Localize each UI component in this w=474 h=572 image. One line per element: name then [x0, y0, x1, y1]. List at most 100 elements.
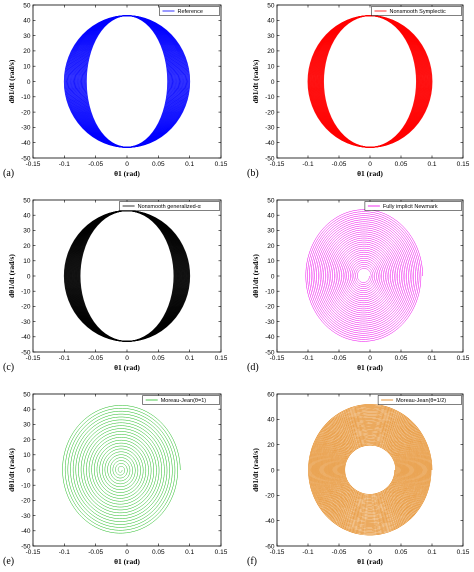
x-tick-label: -0.05 [332, 549, 347, 556]
y-tick-label: 10 [23, 258, 31, 265]
x-tick-label: 0 [368, 355, 372, 362]
y-tick-label: 40 [23, 213, 31, 220]
trajectory-spiral [62, 405, 181, 534]
x-tick-label: 0 [125, 549, 129, 556]
x-tick-label: -0.1 [302, 549, 314, 556]
x-tick-label: -0.05 [332, 161, 347, 168]
y-tick-label: -30 [21, 513, 31, 520]
x-tick-label: 0.05 [152, 161, 165, 168]
x-tick-label: -0.15 [26, 549, 41, 556]
y-tick-label: 20 [23, 48, 31, 55]
x-tick-label: 0.1 [185, 161, 194, 168]
panel-label: (c) [3, 362, 14, 373]
x-tick-label: -0.05 [88, 161, 103, 168]
y-tick-label: 60 [267, 391, 275, 398]
x-tick-label: -0.15 [270, 355, 285, 362]
plot-area [277, 200, 463, 352]
y-tick-label: -30 [21, 319, 31, 326]
y-tick-label: 50 [267, 197, 275, 204]
legend-entry: Moreau-Jean(θ=1/2) [396, 398, 446, 404]
y-tick-label: -30 [265, 319, 275, 326]
x-tick-label: 0.15 [215, 161, 228, 168]
panel-label: (f) [247, 556, 257, 567]
x-tick-label: -0.15 [270, 549, 285, 556]
x-axis-label: θ1 (rad) [114, 169, 140, 178]
x-axis-label: θ1 (rad) [114, 363, 140, 372]
x-tick-label: 0.15 [215, 549, 228, 556]
x-tick-label: 0.1 [427, 549, 436, 556]
y-tick-label: 40 [267, 213, 275, 220]
y-tick-label: 0 [271, 467, 275, 474]
y-tick-label: 0 [27, 273, 31, 280]
y-tick-label: -40 [21, 334, 31, 341]
y-tick-label: 30 [267, 33, 275, 40]
x-tick-label: 0.15 [215, 355, 228, 362]
y-tick-label: 30 [23, 33, 31, 40]
x-axis-label: θ1 (rad) [357, 169, 383, 178]
y-tick-label: -10 [265, 289, 275, 296]
x-tick-label: 0 [368, 161, 372, 168]
panel-d: -0.15 -0.1 -0.05 0 0.05 0.1 0.15 -50 -40 -30 -20 -1… [247, 197, 470, 373]
x-tick-label: 0.15 [457, 355, 470, 362]
y-tick-label: 0 [271, 273, 275, 280]
y-tick-label: -40 [265, 518, 275, 525]
legend-entry: Moreau-Jean(θ=1) [161, 398, 207, 404]
x-axis-label: θ1 (rad) [114, 557, 140, 566]
panel-c: -0.15 -0.1 -0.05 0 0.05 0.1 0.15 -50 -40 -30 -20 -1… [3, 197, 228, 373]
y-tick-label: -40 [21, 528, 31, 535]
x-tick-label: 0 [125, 355, 129, 362]
y-tick-label: -20 [265, 304, 275, 311]
legend: Moreau-Jean(θ=1) [142, 395, 220, 405]
x-tick-label: 0 [368, 549, 372, 556]
x-tick-label: -0.05 [88, 549, 103, 556]
y-tick-label: -10 [21, 483, 31, 490]
legend-box [142, 395, 220, 405]
legend-box [364, 201, 462, 211]
panel-label: (e) [3, 556, 14, 567]
panel-b: -0.15 -0.1 -0.05 0 0.05 0.1 0.15 -50 -40 -30 -20 -1… [247, 2, 470, 179]
y-tick-label: 20 [23, 437, 31, 444]
trajectory-spiral [308, 404, 433, 536]
legend-entry: Nonsmooth Symplectic [390, 9, 446, 15]
y-tick-label: 10 [23, 452, 31, 459]
y-tick-label: -20 [21, 498, 31, 505]
y-axis-label: dθ1/dt (rad/s) [251, 254, 260, 298]
x-tick-label: -0.1 [59, 161, 71, 168]
y-tick-label: 30 [267, 228, 275, 235]
y-tick-label: -50 [265, 155, 275, 162]
legend: Moreau-Jean(θ=1/2) [377, 395, 462, 405]
y-tick-label: 20 [267, 442, 275, 449]
x-tick-label: -0.1 [59, 549, 71, 556]
x-tick-label: 0.15 [457, 549, 470, 556]
trajectory-spiral [305, 209, 423, 342]
x-axis-label: θ1 (rad) [357, 363, 383, 372]
y-tick-label: -50 [21, 543, 31, 550]
legend: Nonsmooth generalized-α [119, 201, 220, 211]
legend: Fully implicit Newmark [364, 201, 462, 211]
y-tick-label: -30 [265, 125, 275, 132]
legend-box [377, 395, 462, 405]
y-tick-label: 10 [267, 258, 275, 265]
panel-a: -0.15 -0.1 -0.05 0 0.05 0.1 0.15 -50 -40 -30 -20 -1… [3, 2, 228, 179]
y-tick-label: -40 [265, 334, 275, 341]
x-tick-label: -0.1 [302, 355, 314, 362]
y-tick-label: -50 [21, 155, 31, 162]
y-tick-label: -30 [21, 125, 31, 132]
phase-trajectory [307, 15, 433, 148]
y-tick-label: -40 [265, 140, 275, 147]
x-tick-label: 0 [125, 161, 129, 168]
y-tick-label: -10 [21, 289, 31, 296]
x-tick-label: 0.05 [395, 549, 408, 556]
y-tick-label: 20 [23, 243, 31, 250]
y-tick-label: 20 [267, 48, 275, 55]
x-tick-label: 0.05 [395, 161, 408, 168]
y-axis-label: dθ1/dt (rad/s) [251, 448, 260, 492]
x-tick-label: -0.15 [26, 161, 41, 168]
legend-entry: Reference [178, 9, 203, 15]
y-axis-label: dθ1/dt (rad/s) [7, 254, 16, 298]
panel-f: -0.15 -0.1 -0.05 0 0.05 0.1 0.15 -60 -40 -20 0 20 40… [247, 391, 470, 567]
plot-area [277, 5, 463, 158]
x-tick-label: 0.1 [185, 549, 194, 556]
x-tick-label: 0.1 [427, 355, 436, 362]
x-tick-label: -0.15 [270, 161, 285, 168]
